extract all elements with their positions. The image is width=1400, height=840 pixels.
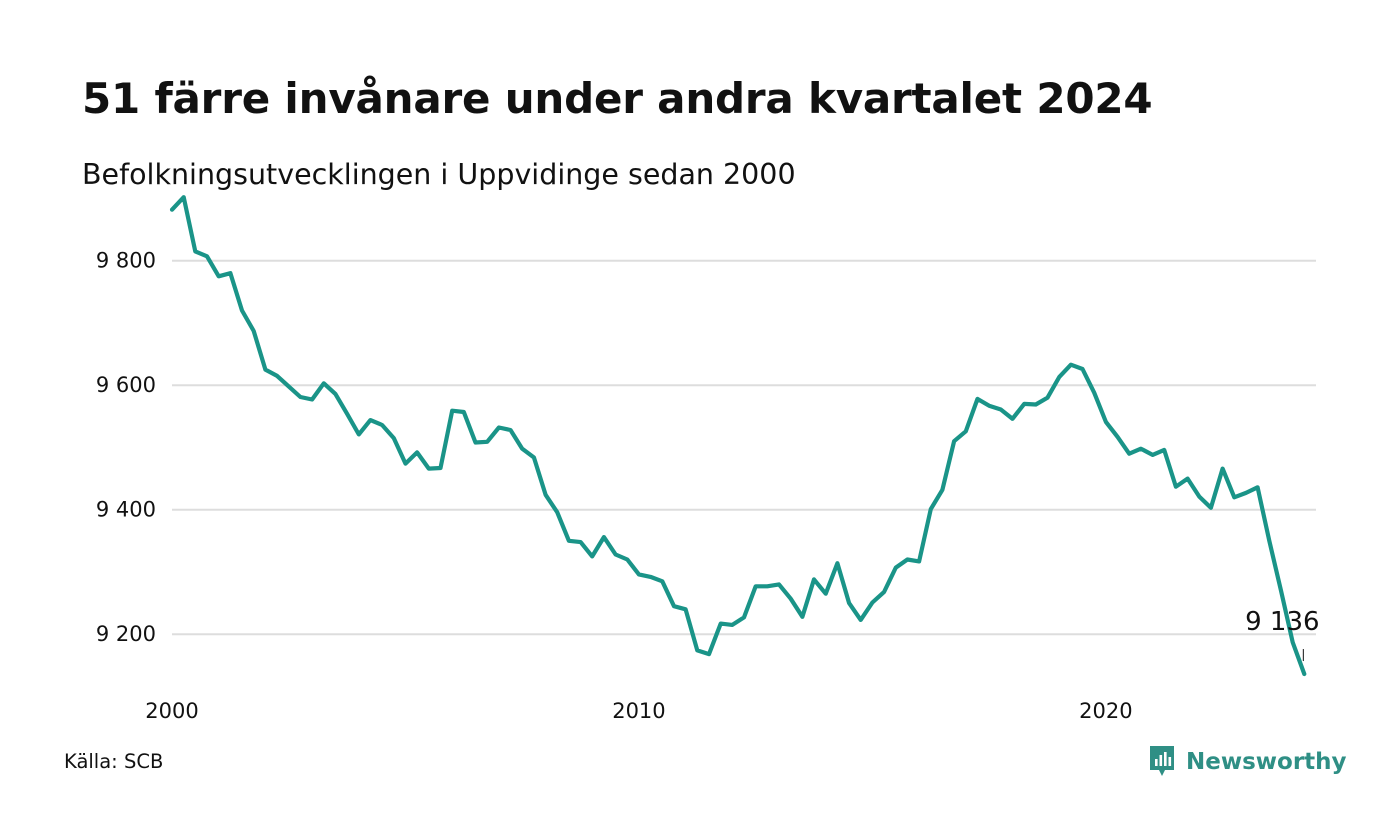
y-tick-label: 9 400: [96, 498, 156, 522]
newsworthy-logo: Newsworthy: [1148, 744, 1347, 780]
x-tick-label: 2020: [1079, 699, 1132, 723]
y-tick-label: 9 200: [96, 622, 156, 646]
y-tick-label: 9 800: [96, 249, 156, 273]
chart-subtitle: Befolkningsutvecklingen i Uppvidinge sed…: [82, 158, 796, 191]
x-tick-label: 2000: [145, 699, 198, 723]
y-tick-label: 9 600: [96, 373, 156, 397]
series-line: [169, 195, 1307, 677]
grid-lines: [172, 259, 1316, 636]
x-tick-label: 2010: [612, 699, 665, 723]
brand-name: Newsworthy: [1186, 749, 1347, 775]
chart-title: 51 färre invånare under andra kvartalet …: [82, 74, 1153, 123]
source-credit: Källa: SCB: [64, 750, 164, 773]
y-axis: 9 200 9 400 9 600 9 800: [96, 249, 156, 647]
bar-chart-speech-bubble-icon: [1150, 746, 1174, 776]
end-value-label: 9 136: [1245, 607, 1319, 637]
x-axis: 2000 2010 2020: [145, 699, 1132, 723]
